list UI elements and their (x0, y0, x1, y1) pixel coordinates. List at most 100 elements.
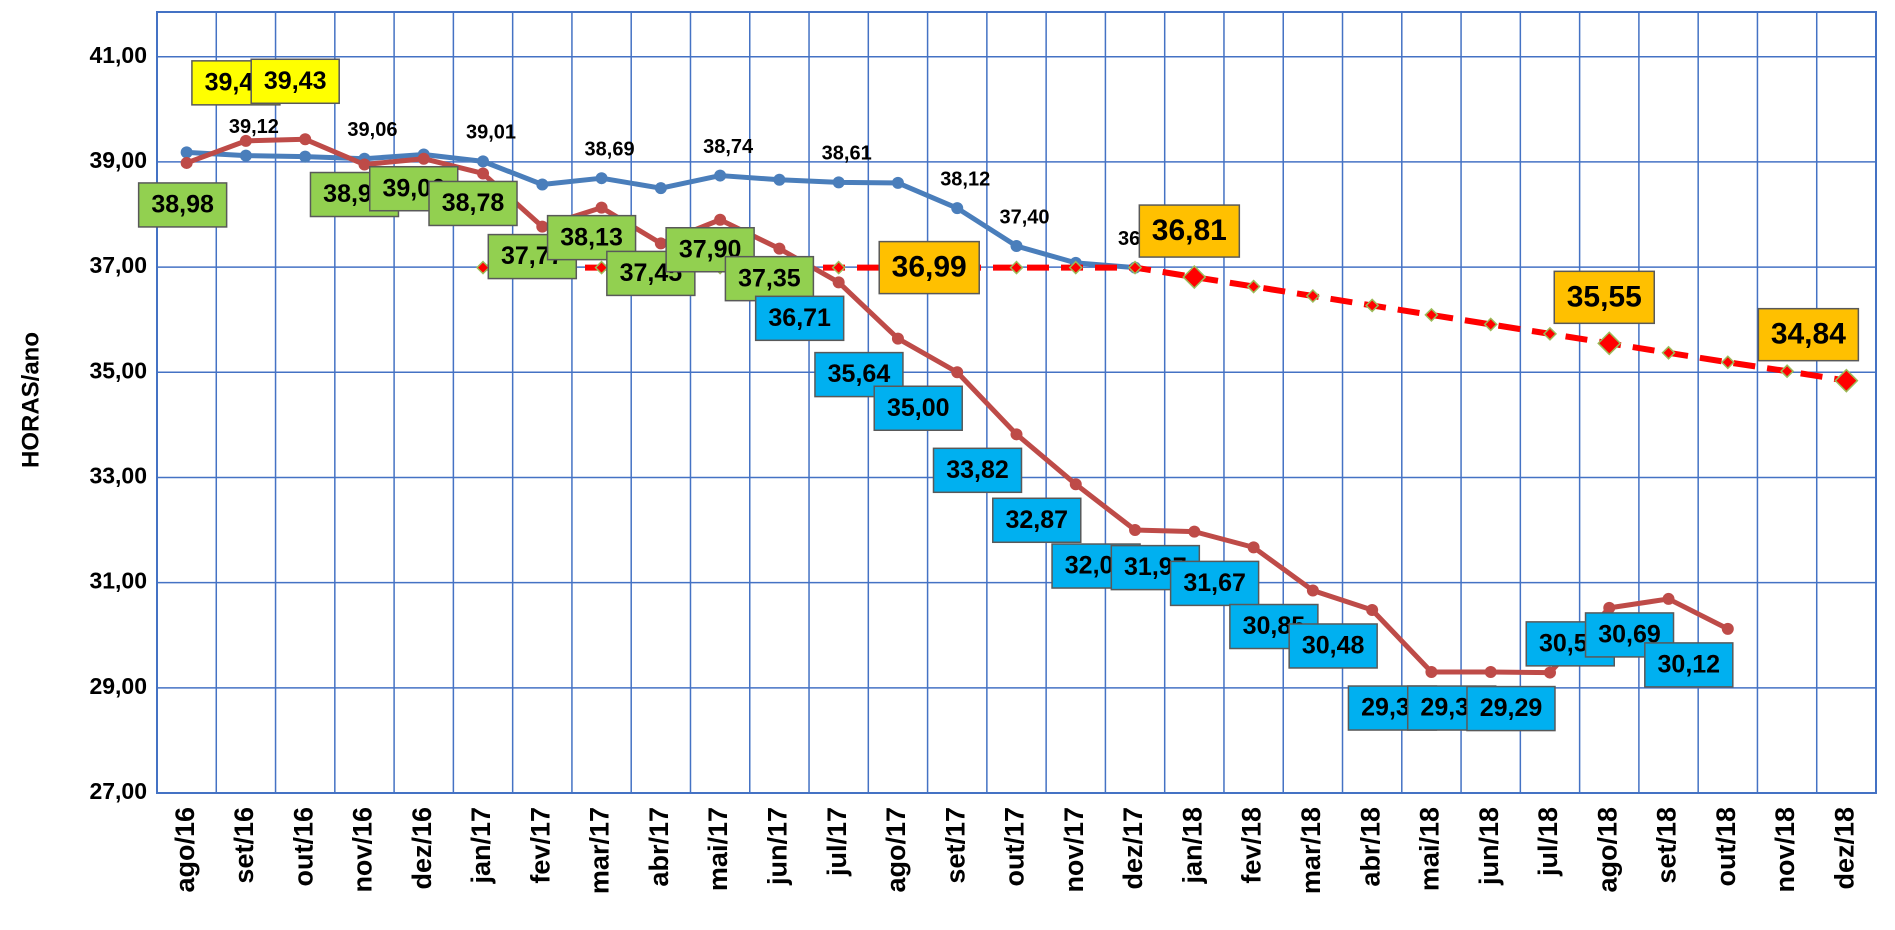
data-label: 39,12 (229, 116, 279, 138)
marker (536, 178, 549, 191)
marker (951, 366, 964, 379)
marker (1834, 368, 1859, 393)
label-box (428, 180, 518, 227)
marker (1182, 265, 1207, 290)
data-label: 35,00 (887, 394, 950, 422)
marker (1365, 298, 1380, 313)
x-tick-label: out/17 (1000, 807, 1030, 887)
data-label-box: 36,71 (754, 295, 845, 342)
x-tick-label: dez/18 (1829, 807, 1859, 890)
marker (1129, 524, 1142, 537)
marker (1188, 525, 1201, 538)
x-tick-label: out/16 (288, 807, 318, 887)
y-axis-label: HORAS/ano (17, 332, 44, 468)
label-box (878, 240, 980, 295)
data-label: 36,99 (892, 251, 967, 284)
marker (239, 134, 252, 147)
marker (654, 182, 667, 195)
marker (654, 237, 667, 250)
x-tick-label: set/16 (229, 807, 259, 884)
data-label: 38,78 (442, 189, 505, 217)
data-label: 35,55 (1567, 280, 1642, 313)
label-box (1169, 560, 1260, 607)
x-tick-label: fev/17 (525, 807, 555, 884)
x-tick-label: nov/17 (1059, 807, 1089, 893)
data-label: 38,13 (560, 223, 623, 251)
data-label-box: 35,00 (873, 385, 963, 432)
data-label: 36,71 (768, 304, 831, 332)
data-label-box: 36,99 (878, 240, 980, 295)
label-box (724, 255, 815, 302)
marker (595, 172, 608, 185)
marker (1306, 584, 1319, 597)
marker (1010, 240, 1023, 253)
x-tick-label: ago/16 (170, 807, 200, 893)
marker (1542, 326, 1558, 341)
marker (1068, 260, 1083, 275)
label-box (1138, 204, 1241, 258)
marker (536, 220, 549, 233)
data-label-box: 31,67 (1169, 560, 1260, 607)
label-box (873, 385, 963, 432)
marker (1484, 666, 1497, 679)
x-tick-label: abr/17 (644, 807, 674, 887)
label-box (992, 497, 1082, 544)
marker (358, 158, 371, 171)
data-label: 36,81 (1152, 214, 1227, 247)
data-label-box: 35,55 (1553, 270, 1656, 325)
marker (832, 276, 845, 289)
marker (417, 152, 430, 165)
marker (1424, 307, 1439, 322)
marker (180, 156, 193, 169)
marker (1246, 279, 1261, 294)
data-label: 35,64 (828, 360, 891, 388)
x-tick-label: abr/18 (1355, 807, 1385, 887)
data-label-box: 38,98 (137, 182, 228, 228)
label-box (1644, 642, 1734, 688)
label-box (1466, 685, 1556, 732)
marker (299, 150, 312, 163)
data-label-box: 30,48 (1288, 623, 1378, 669)
data-label-box: 34,84 (1757, 307, 1860, 362)
data-label-box: 32,87 (992, 497, 1082, 544)
data-label-box: 33,82 (932, 447, 1023, 494)
x-tick-label: jun/17 (763, 807, 793, 886)
x-tick-label: jan/18 (1177, 807, 1207, 885)
marker (180, 146, 193, 159)
x-tick-label: jun/18 (1474, 807, 1504, 886)
data-label-box: 29,29 (1466, 685, 1556, 732)
marker (299, 133, 312, 146)
data-label: 39,43 (264, 67, 327, 95)
x-tick-label: ago/18 (1592, 807, 1622, 893)
marker (594, 260, 609, 275)
marker (714, 169, 727, 182)
x-tick-label: mar/18 (1296, 807, 1326, 894)
marker (1366, 603, 1379, 616)
data-label: 30,12 (1658, 651, 1721, 679)
y-tick-label: 33,00 (89, 463, 147, 489)
x-tick-label: out/18 (1711, 807, 1741, 887)
y-tick-label: 39,00 (89, 147, 147, 173)
marker (832, 176, 845, 189)
x-tick-label: jul/17 (822, 807, 852, 877)
label-box (250, 58, 340, 105)
marker (1543, 666, 1556, 679)
marker (891, 176, 904, 189)
x-tick-label: mai/18 (1415, 807, 1445, 891)
data-label: 39,06 (347, 119, 397, 141)
marker (477, 167, 490, 180)
marker (1483, 317, 1498, 332)
marker (1780, 364, 1795, 379)
marker (773, 173, 786, 186)
marker (1127, 260, 1143, 275)
data-label: 38,74 (703, 136, 754, 158)
x-tick-label: dez/16 (407, 807, 437, 890)
marker (239, 149, 252, 162)
data-label-box: 39,43 (250, 58, 340, 105)
marker (714, 213, 727, 226)
y-tick-label: 31,00 (89, 568, 147, 594)
plot-area (156, 11, 1877, 794)
marker (1305, 288, 1320, 304)
marker (951, 202, 964, 215)
